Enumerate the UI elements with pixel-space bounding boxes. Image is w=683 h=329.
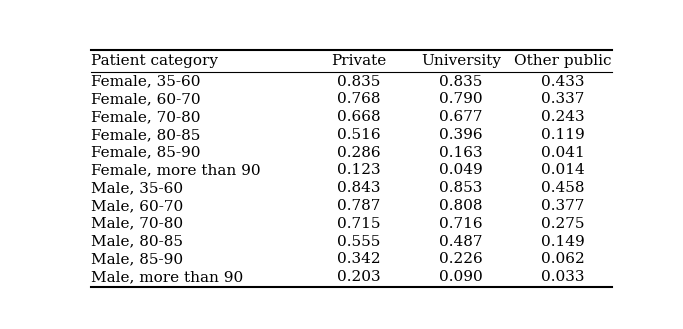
Text: 0.396: 0.396 [439, 128, 483, 142]
Text: Private: Private [331, 54, 387, 68]
Text: 0.433: 0.433 [541, 75, 584, 89]
Text: 0.835: 0.835 [439, 75, 482, 89]
Text: 0.843: 0.843 [337, 181, 381, 195]
Text: 0.808: 0.808 [439, 199, 483, 213]
Text: Patient category: Patient category [91, 54, 218, 68]
Text: 0.668: 0.668 [337, 110, 381, 124]
Text: Other public: Other public [514, 54, 611, 68]
Text: 0.715: 0.715 [337, 217, 381, 231]
Text: 0.377: 0.377 [541, 199, 584, 213]
Text: Male, 85-90: Male, 85-90 [91, 252, 183, 266]
Text: 0.163: 0.163 [439, 146, 483, 160]
Text: 0.716: 0.716 [439, 217, 483, 231]
Text: 0.677: 0.677 [439, 110, 483, 124]
Text: Male, 70-80: Male, 70-80 [91, 217, 183, 231]
Text: Female, 70-80: Female, 70-80 [91, 110, 200, 124]
Text: 0.041: 0.041 [541, 146, 585, 160]
Text: 0.123: 0.123 [337, 164, 381, 177]
Text: 0.458: 0.458 [541, 181, 584, 195]
Text: 0.337: 0.337 [541, 92, 584, 106]
Text: Female, 60-70: Female, 60-70 [91, 92, 200, 106]
Text: 0.243: 0.243 [541, 110, 585, 124]
Text: 0.275: 0.275 [541, 217, 584, 231]
Text: Male, more than 90: Male, more than 90 [91, 270, 243, 284]
Text: 0.090: 0.090 [439, 270, 483, 284]
Text: Male, 80-85: Male, 80-85 [91, 235, 182, 248]
Text: Female, more than 90: Female, more than 90 [91, 164, 260, 177]
Text: 0.790: 0.790 [439, 92, 483, 106]
Text: 0.149: 0.149 [541, 235, 585, 248]
Text: 0.286: 0.286 [337, 146, 381, 160]
Text: Male, 60-70: Male, 60-70 [91, 199, 183, 213]
Text: 0.342: 0.342 [337, 252, 381, 266]
Text: 0.853: 0.853 [439, 181, 482, 195]
Text: 0.516: 0.516 [337, 128, 381, 142]
Text: 0.787: 0.787 [337, 199, 381, 213]
Text: 0.062: 0.062 [541, 252, 585, 266]
Text: 0.835: 0.835 [337, 75, 381, 89]
Text: Female, 85-90: Female, 85-90 [91, 146, 200, 160]
Text: 0.203: 0.203 [337, 270, 381, 284]
Text: 0.487: 0.487 [439, 235, 483, 248]
Text: Female, 35-60: Female, 35-60 [91, 75, 200, 89]
Text: 0.555: 0.555 [337, 235, 381, 248]
Text: Male, 35-60: Male, 35-60 [91, 181, 183, 195]
Text: 0.119: 0.119 [541, 128, 585, 142]
Text: Female, 80-85: Female, 80-85 [91, 128, 200, 142]
Text: 0.014: 0.014 [541, 164, 585, 177]
Text: University: University [421, 54, 501, 68]
Text: 0.768: 0.768 [337, 92, 381, 106]
Text: 0.226: 0.226 [439, 252, 483, 266]
Text: 0.033: 0.033 [541, 270, 584, 284]
Text: 0.049: 0.049 [439, 164, 483, 177]
